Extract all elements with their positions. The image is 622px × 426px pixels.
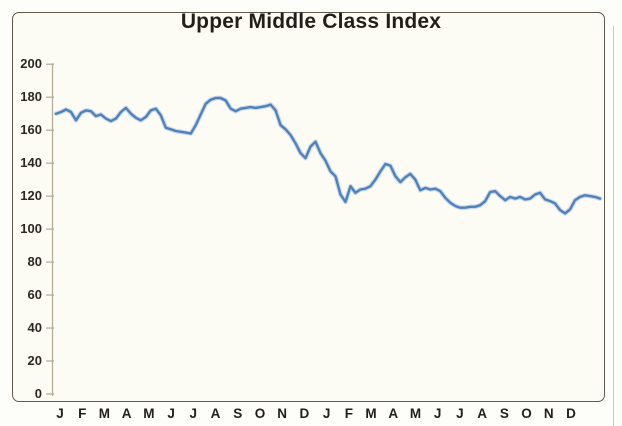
y-axis-tick-label: 80 (27, 254, 42, 270)
x-axis-month-label: D (299, 406, 310, 421)
x-axis-month-label: O (521, 406, 532, 421)
y-axis-tick-label: 100 (20, 221, 42, 237)
y-axis-tick-label: 0 (34, 386, 42, 401)
x-axis-month-label: A (210, 406, 221, 421)
x-axis-month-label: A (477, 406, 487, 421)
y-axis-tick-label: 60 (27, 287, 42, 303)
y-axis-tick-label: 180 (20, 89, 42, 105)
x-axis-month-label: M (365, 406, 377, 421)
x-axis-month-label: J (189, 406, 198, 421)
x-axis-month-label: F (344, 406, 353, 421)
x-axis-month-label: J (56, 406, 64, 421)
x-axis-month-label: J (433, 406, 442, 421)
x-axis-month-label: M (143, 406, 155, 421)
scan-edge-line (613, 26, 614, 426)
x-axis-month-label: J (456, 406, 464, 421)
x-axis-month-label: N (277, 406, 288, 421)
x-axis-month-label: M (409, 406, 422, 421)
y-axis-tick-label: 20 (27, 353, 42, 369)
x-axis-month-label: S (499, 406, 509, 421)
x-axis-month-label: A (121, 406, 132, 421)
x-axis-month-label: J (167, 406, 175, 421)
x-axis-month-label: A (388, 406, 399, 421)
y-axis-tick-label: 40 (27, 320, 42, 336)
x-axis-month-label: N (543, 406, 554, 421)
y-axis-tick-label: 200 (20, 56, 42, 72)
x-axis-month-label: F (78, 406, 87, 421)
y-axis-tick-label: 140 (20, 155, 42, 171)
chart-title: Upper Middle Class Index (180, 10, 442, 33)
y-axis-tick-label: 160 (20, 122, 42, 138)
x-axis-month-label: J (322, 406, 331, 421)
x-axis-month-label: S (233, 406, 243, 421)
x-axis-month-label: D (566, 406, 576, 421)
chart-frame (12, 12, 605, 402)
x-axis-month-label: M (98, 406, 111, 421)
y-axis-tick-label: 120 (20, 188, 42, 204)
x-axis-month-label: O (254, 406, 266, 421)
